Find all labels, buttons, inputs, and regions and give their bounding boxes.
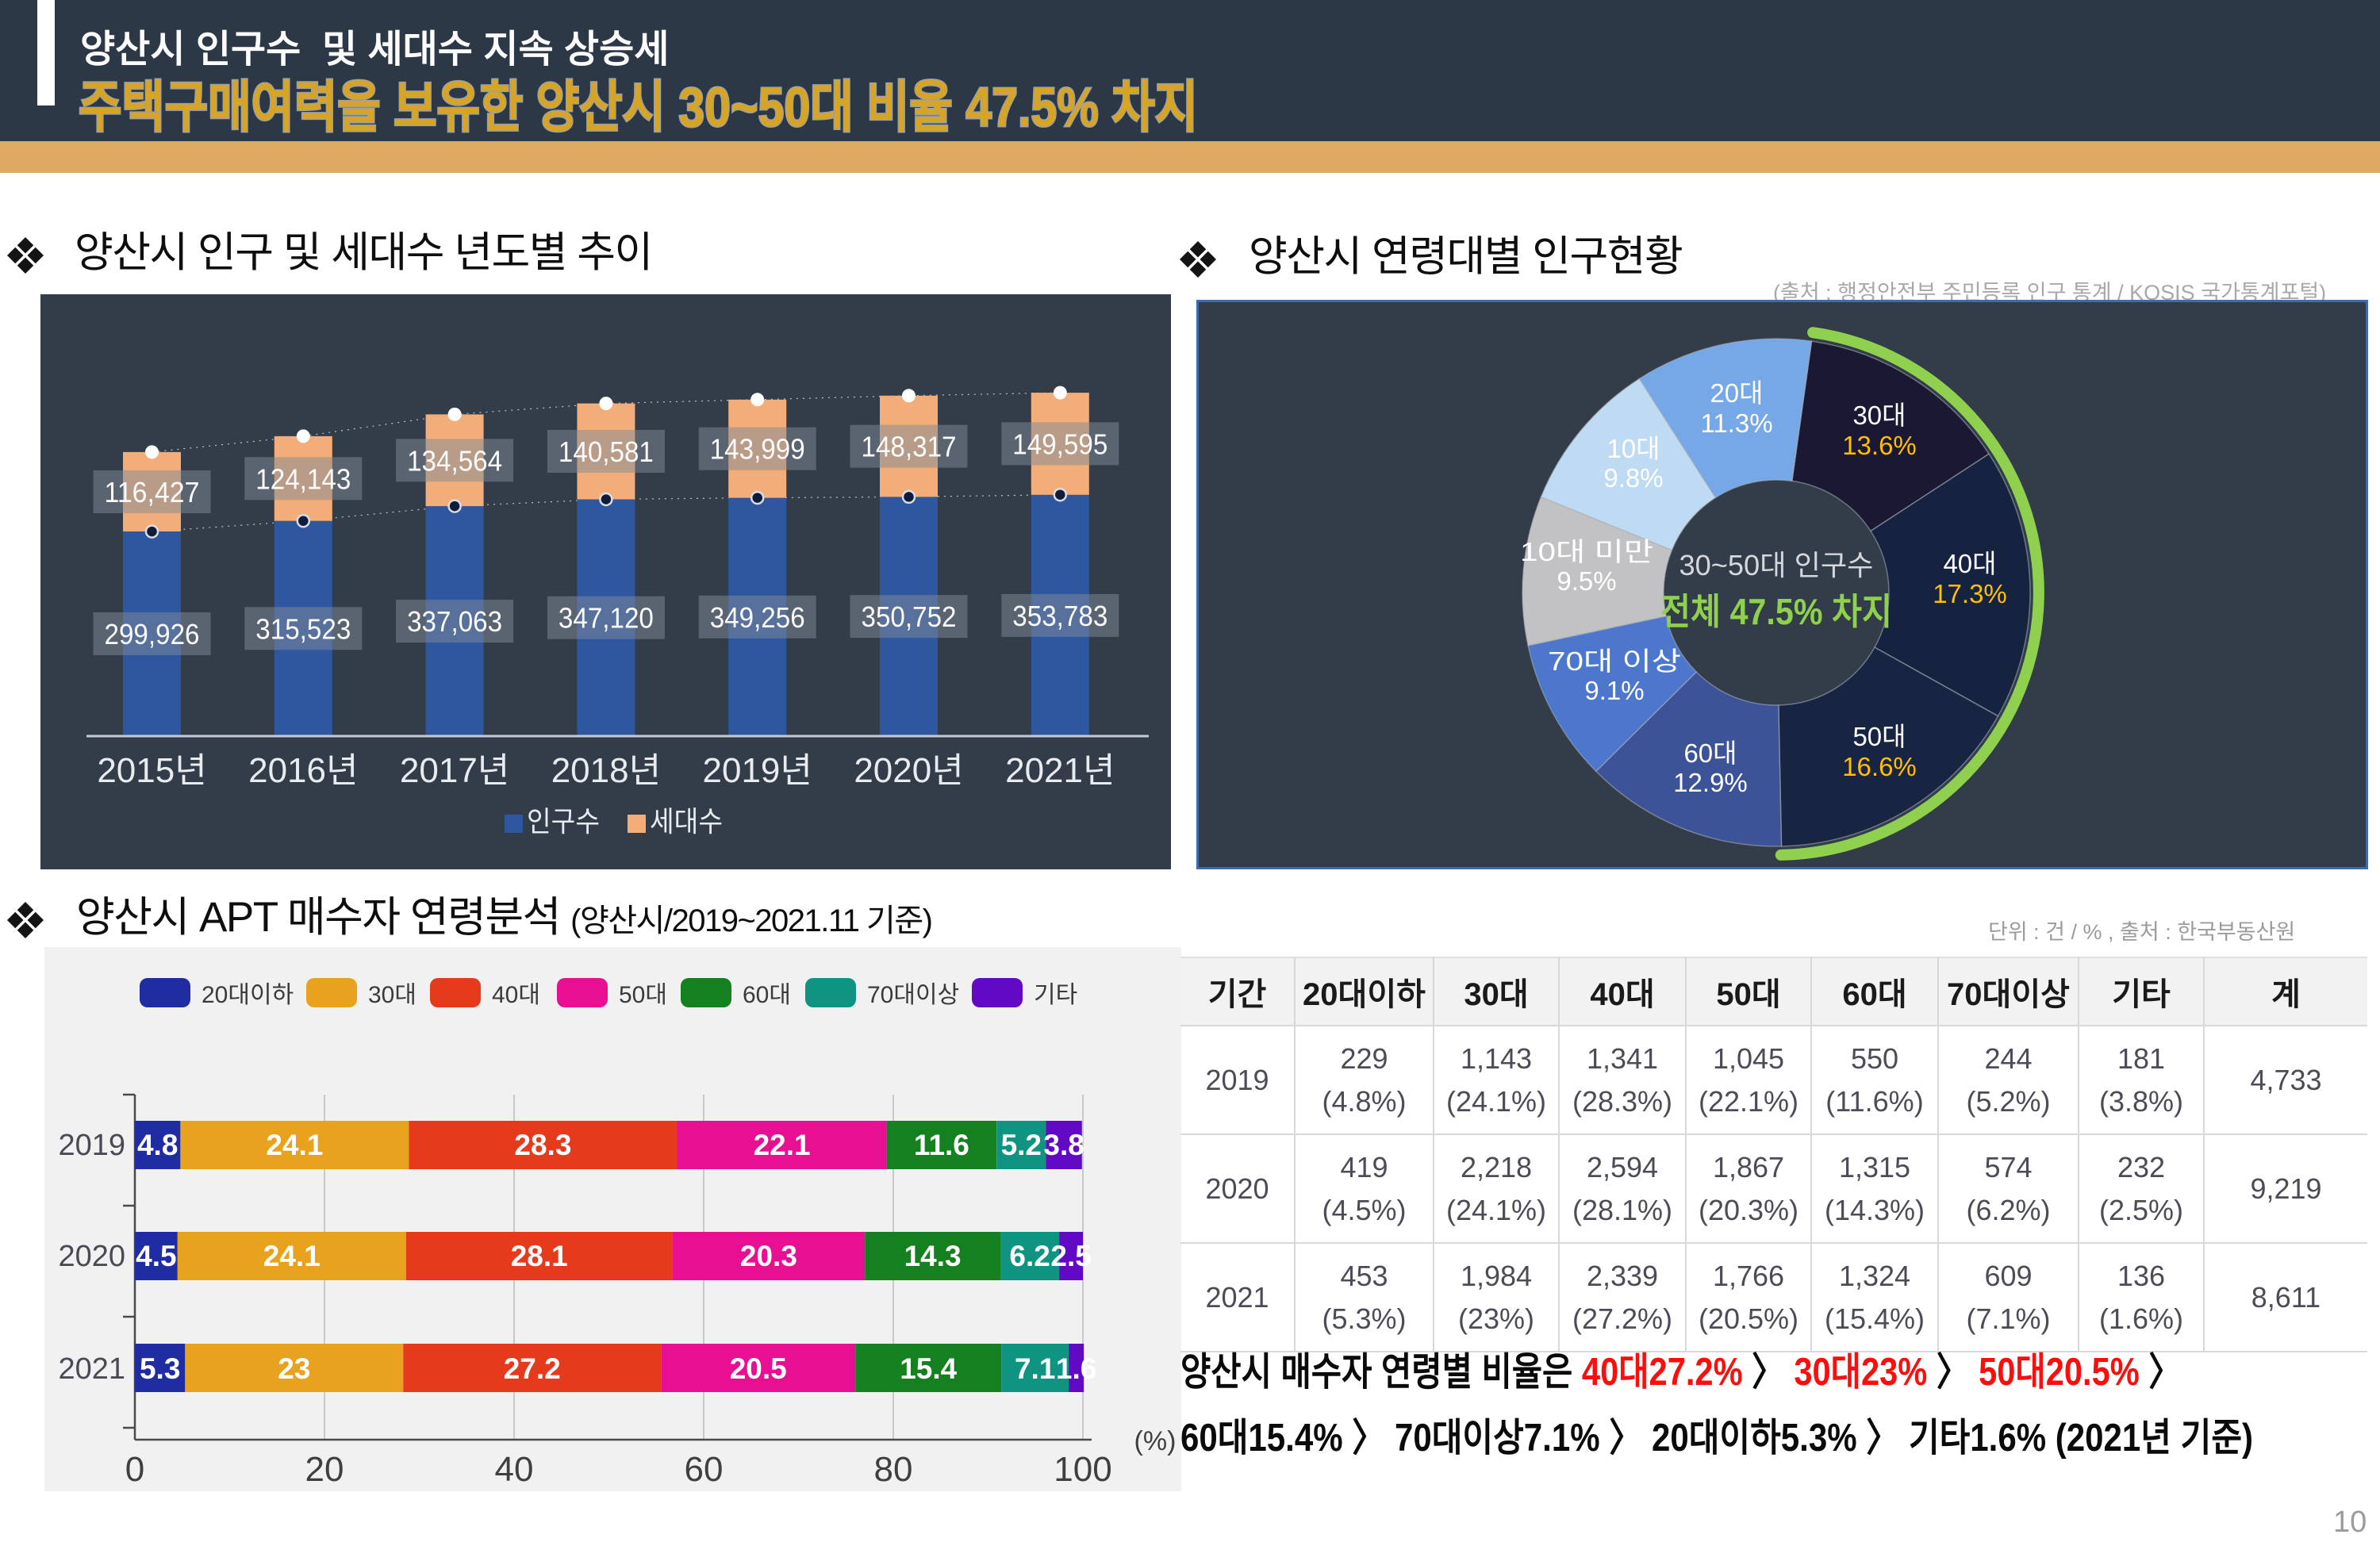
svg-text:28.3: 28.3 — [514, 1129, 571, 1161]
svg-text:11.3%: 11.3% — [1700, 409, 1772, 438]
svg-text:5.2: 5.2 — [1001, 1129, 1042, 1161]
svg-text:50대: 50대 — [619, 982, 667, 1008]
svg-text:10대 미만: 10대 미만 — [1520, 537, 1653, 566]
svg-text:14.3: 14.3 — [904, 1240, 962, 1272]
svg-text:28.1: 28.1 — [511, 1240, 568, 1272]
svg-text:2020년: 2020년 — [854, 751, 963, 790]
svg-text:40대: 40대 — [492, 982, 540, 1008]
svg-text:2018년: 2018년 — [551, 751, 661, 790]
svg-text:9.8%: 9.8% — [1603, 463, 1663, 493]
svg-text:2020: 2020 — [58, 1240, 125, 1273]
svg-text:17.3%: 17.3% — [1933, 579, 2007, 608]
svg-text:80: 80 — [874, 1450, 913, 1489]
svg-text:148,317: 148,317 — [862, 431, 957, 463]
svg-text:10대: 10대 — [1606, 434, 1660, 463]
svg-text:20대이하: 20대이하 — [202, 982, 294, 1008]
svg-text:30대: 30대 — [368, 982, 416, 1008]
svg-text:5.3: 5.3 — [140, 1352, 180, 1385]
svg-text:9.1%: 9.1% — [1584, 676, 1644, 705]
svg-text:2016년: 2016년 — [248, 751, 358, 790]
svg-text:315,523: 315,523 — [255, 612, 351, 645]
svg-text:23: 23 — [278, 1352, 310, 1385]
svg-text:15.4: 15.4 — [900, 1352, 957, 1385]
svg-text:3.8: 3.8 — [1043, 1129, 1084, 1161]
svg-text:(%): (%) — [1134, 1426, 1177, 1456]
svg-text:50대: 50대 — [1852, 722, 1906, 751]
svg-text:20대: 20대 — [1710, 378, 1763, 408]
svg-text:12.9%: 12.9% — [1673, 768, 1748, 797]
svg-text:353,783: 353,783 — [1012, 600, 1107, 632]
svg-text:140,581: 140,581 — [559, 435, 654, 468]
svg-text:2021: 2021 — [58, 1352, 125, 1386]
svg-text:11.6: 11.6 — [914, 1129, 969, 1161]
svg-text:149,595: 149,595 — [1012, 428, 1107, 460]
svg-text:70대이상: 70대이상 — [867, 982, 959, 1008]
svg-text:24.1: 24.1 — [266, 1129, 323, 1161]
svg-text:124,143: 124,143 — [255, 462, 351, 495]
svg-text:24.1: 24.1 — [263, 1240, 321, 1272]
svg-text:16.6%: 16.6% — [1842, 752, 1917, 781]
svg-text:60대15.4% 〉 70대이상7.1% 〉 20대이하5.: 60대15.4% 〉 70대이상7.1% 〉 20대이하5.3% 〉 기타1.6… — [1180, 1417, 2253, 1460]
svg-text:4.5: 4.5 — [136, 1240, 176, 1272]
svg-text:60: 60 — [685, 1450, 724, 1489]
svg-text:2017년: 2017년 — [400, 751, 509, 790]
svg-text:40: 40 — [495, 1450, 534, 1489]
svg-text:20: 20 — [305, 1450, 344, 1489]
svg-text:347,120: 347,120 — [559, 602, 654, 635]
svg-text:1.6: 1.6 — [1056, 1352, 1096, 1385]
svg-text:30대: 30대 — [1852, 401, 1906, 430]
svg-text:27.2: 27.2 — [504, 1352, 561, 1385]
svg-text:30~50대 인구수: 30~50대 인구수 — [1679, 549, 1874, 581]
svg-text:20.3: 20.3 — [740, 1240, 797, 1272]
svg-text:2015년: 2015년 — [97, 751, 206, 790]
svg-text:40대: 40대 — [1943, 549, 1996, 578]
svg-text:7.1: 7.1 — [1015, 1352, 1055, 1385]
svg-text:70대 이상: 70대 이상 — [1548, 646, 1681, 676]
svg-text:세대수: 세대수 — [650, 805, 723, 838]
svg-text:주택구매여력을 보유한 양산시 30~50대 비율 47.5: 주택구매여력을 보유한 양산시 30~50대 비율 47.5% 차지 — [79, 76, 1198, 138]
svg-text:143,999: 143,999 — [710, 433, 805, 466]
svg-text:100: 100 — [1054, 1450, 1111, 1489]
svg-text:20.5: 20.5 — [730, 1352, 787, 1385]
svg-text:60대: 60대 — [743, 982, 791, 1008]
svg-text:350,752: 350,752 — [862, 600, 957, 633]
svg-text:299,926: 299,926 — [105, 618, 200, 650]
svg-text:양산시 매수자 연령별 비율은 40대27.2% 〉 30대: 양산시 매수자 연령별 비율은 40대27.2% 〉 30대23% 〉 50대2… — [1180, 1351, 2182, 1394]
svg-text:2.5: 2.5 — [1050, 1240, 1091, 1272]
svg-text:0: 0 — [125, 1450, 144, 1489]
svg-text:전체 47.5% 차지: 전체 47.5% 차지 — [1660, 591, 1892, 632]
svg-text:116,427: 116,427 — [105, 476, 200, 508]
svg-text:기타: 기타 — [1034, 982, 1077, 1008]
svg-text:인구수: 인구수 — [527, 805, 600, 838]
svg-text:349,256: 349,256 — [710, 601, 805, 634]
svg-text:9.5%: 9.5% — [1557, 566, 1616, 596]
svg-text:6.2: 6.2 — [1009, 1240, 1050, 1272]
svg-text:22.1: 22.1 — [754, 1129, 811, 1161]
svg-text:134,564: 134,564 — [407, 444, 502, 477]
svg-text:4.8: 4.8 — [137, 1129, 178, 1161]
svg-text:60대: 60대 — [1683, 738, 1737, 768]
svg-text:2019년: 2019년 — [703, 751, 812, 790]
svg-text:2019: 2019 — [58, 1129, 125, 1162]
svg-text:13.6%: 13.6% — [1842, 431, 1917, 460]
svg-text:2021년: 2021년 — [1005, 751, 1115, 790]
svg-text:337,063: 337,063 — [407, 605, 502, 638]
